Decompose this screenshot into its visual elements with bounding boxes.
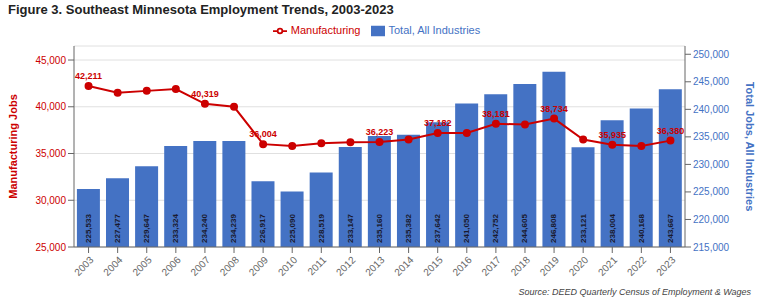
svg-text:237,642: 237,642 bbox=[433, 214, 442, 243]
svg-text:2016: 2016 bbox=[450, 254, 474, 278]
svg-text:2019: 2019 bbox=[538, 254, 562, 278]
svg-text:Manufacturing Jobs: Manufacturing Jobs bbox=[8, 94, 19, 199]
svg-text:2023: 2023 bbox=[654, 254, 678, 278]
svg-text:35,935: 35,935 bbox=[598, 130, 626, 140]
svg-text:38,181: 38,181 bbox=[482, 109, 510, 119]
html-text:Source: DEED Quarterly Census: Source: DEED Quarterly Census of Employm… bbox=[518, 287, 751, 297]
svg-text:2005: 2005 bbox=[130, 254, 154, 278]
svg-text:230,000: 230,000 bbox=[693, 159, 730, 170]
svg-text:2004: 2004 bbox=[101, 254, 125, 278]
svg-text:233,121: 233,121 bbox=[579, 214, 588, 243]
svg-text:2022: 2022 bbox=[625, 254, 649, 278]
html-text:Manufacturing: Manufacturing bbox=[290, 24, 361, 36]
svg-text:2011: 2011 bbox=[305, 254, 328, 277]
svg-text:241,050: 241,050 bbox=[462, 214, 471, 243]
svg-text:42,211: 42,211 bbox=[75, 71, 102, 81]
svg-text:240,000: 240,000 bbox=[693, 104, 730, 115]
svg-text:233,324: 233,324 bbox=[171, 214, 180, 243]
svg-text:234,239: 234,239 bbox=[229, 214, 238, 243]
svg-text:240,168: 240,168 bbox=[637, 214, 646, 243]
html-text:Total, All Industries: Total, All Industries bbox=[388, 24, 481, 36]
svg-text:36,380: 36,380 bbox=[657, 126, 685, 136]
svg-text:215,000: 215,000 bbox=[693, 242, 730, 253]
svg-text:2010: 2010 bbox=[276, 254, 300, 278]
svg-text:2006: 2006 bbox=[159, 254, 183, 278]
svg-text:246,808: 246,808 bbox=[549, 214, 558, 243]
svg-text:2013: 2013 bbox=[363, 254, 387, 278]
svg-text:2003: 2003 bbox=[72, 254, 96, 278]
svg-text:235,382: 235,382 bbox=[404, 214, 413, 243]
svg-text:228,519: 228,519 bbox=[317, 214, 326, 243]
svg-text:2008: 2008 bbox=[218, 254, 242, 278]
svg-text:36,004: 36,004 bbox=[249, 129, 277, 139]
svg-text:25,000: 25,000 bbox=[35, 242, 66, 253]
svg-text:245,000: 245,000 bbox=[693, 76, 730, 87]
svg-text:235,000: 235,000 bbox=[693, 131, 730, 142]
svg-text:2007: 2007 bbox=[188, 254, 212, 278]
svg-text:38,734: 38,734 bbox=[540, 104, 568, 114]
svg-text:244,605: 244,605 bbox=[520, 214, 529, 243]
svg-text:2014: 2014 bbox=[392, 254, 416, 278]
svg-text:234,240: 234,240 bbox=[200, 214, 209, 243]
svg-text:2015: 2015 bbox=[421, 254, 445, 278]
svg-text:30,000: 30,000 bbox=[35, 195, 66, 206]
svg-text:40,319: 40,319 bbox=[191, 89, 219, 99]
svg-text:2020: 2020 bbox=[567, 254, 591, 278]
svg-text:2009: 2009 bbox=[247, 254, 271, 278]
svg-text:37,182: 37,182 bbox=[424, 118, 452, 128]
svg-text:2018: 2018 bbox=[509, 254, 533, 278]
svg-text:250,000: 250,000 bbox=[693, 49, 730, 60]
svg-text:242,752: 242,752 bbox=[491, 214, 500, 243]
svg-text:36,223: 36,223 bbox=[366, 127, 394, 137]
svg-text:225,533: 225,533 bbox=[84, 214, 93, 243]
svg-text:233,147: 233,147 bbox=[346, 214, 355, 243]
svg-text:2017: 2017 bbox=[479, 254, 503, 278]
svg-text:35,000: 35,000 bbox=[35, 148, 66, 159]
svg-text:243,667: 243,667 bbox=[666, 214, 675, 243]
svg-text:220,000: 220,000 bbox=[693, 214, 730, 225]
svg-text:229,647: 229,647 bbox=[142, 214, 151, 243]
svg-text:227,477: 227,477 bbox=[113, 214, 122, 243]
svg-text:40,000: 40,000 bbox=[35, 101, 66, 112]
svg-text:225,000: 225,000 bbox=[693, 186, 730, 197]
svg-text:235,160: 235,160 bbox=[375, 214, 384, 243]
svg-text:2012: 2012 bbox=[334, 254, 358, 278]
svg-text:238,004: 238,004 bbox=[608, 214, 617, 243]
svg-text:Total Jobs, All Industries: Total Jobs, All Industries bbox=[744, 82, 755, 212]
svg-text:226,917: 226,917 bbox=[258, 214, 267, 243]
html-text:Figure 3. Southeast Minnesota: Figure 3. Southeast Minnesota Employment… bbox=[8, 2, 394, 17]
svg-text:225,090: 225,090 bbox=[288, 214, 297, 243]
svg-text:45,000: 45,000 bbox=[35, 55, 66, 66]
svg-text:2021: 2021 bbox=[596, 254, 620, 278]
